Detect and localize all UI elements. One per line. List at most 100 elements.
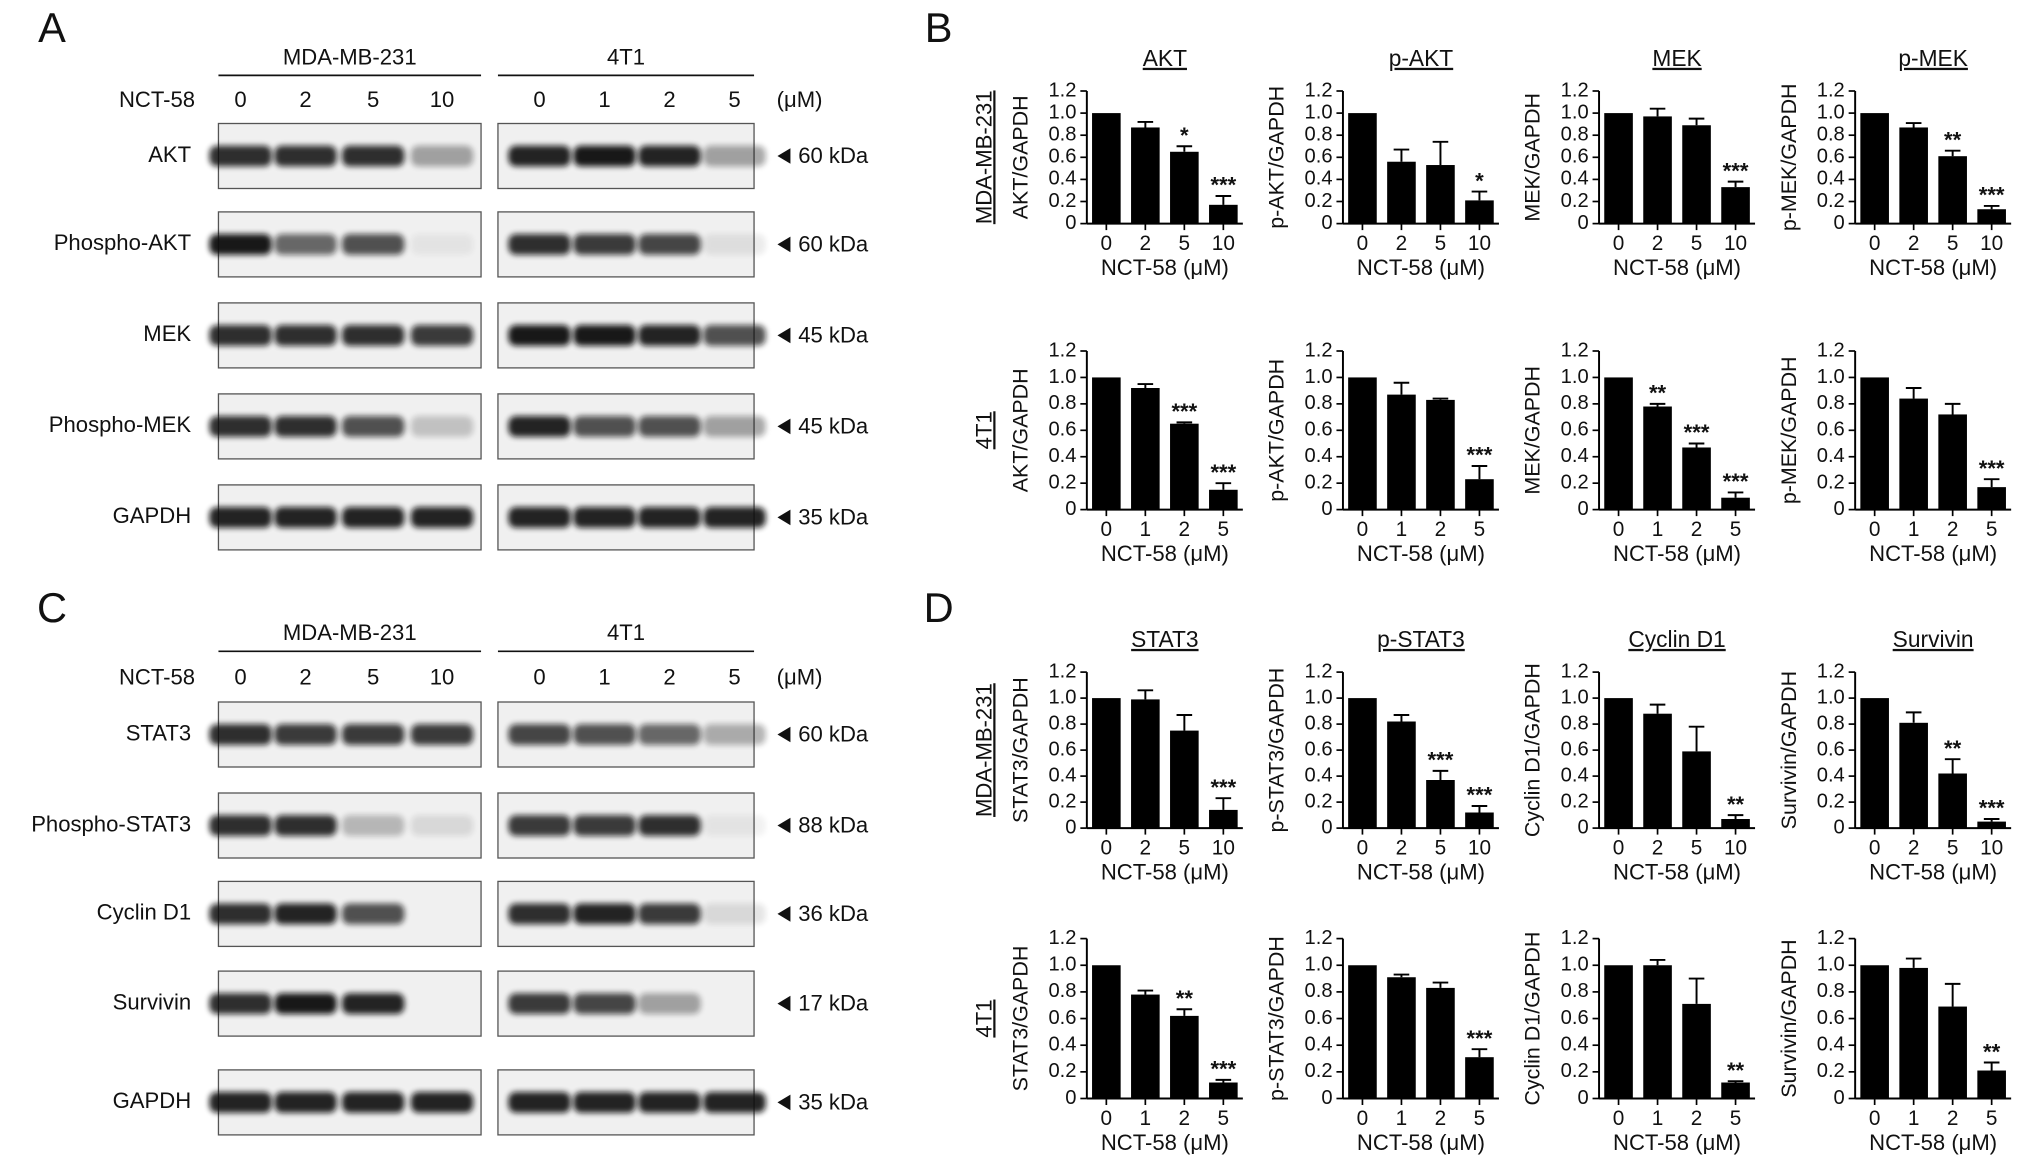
chart-title: p-MEK	[1898, 45, 1968, 71]
bar	[1682, 1003, 1711, 1099]
x-tick-label: 2	[1396, 232, 1408, 255]
bar	[1938, 1006, 1967, 1099]
y-tick-label: 0	[1834, 498, 1845, 520]
y-tick-label: 0.2	[1817, 471, 1845, 493]
x-axis-label: NCT-58 (μM)	[1357, 1130, 1485, 1155]
dose-unit: (μM)	[777, 664, 823, 689]
bar	[1604, 377, 1633, 510]
y-tick-label: 1.0	[1305, 954, 1333, 976]
y-tick-label: 0	[1321, 212, 1332, 234]
bar-chart: 0 0.2 0.4 0.6 0.8 1.0 1.2 0 1 2 5 ** NCT-58 (μM) Cycl…	[1521, 927, 1756, 1155]
x-axis-label: NCT-58 (μM)	[1613, 859, 1741, 884]
blot-row-label: Phospho-STAT3	[31, 811, 191, 836]
blot-band	[341, 234, 405, 255]
y-tick-label: 1.2	[1048, 660, 1076, 682]
y-axis-label: MEK/GAPDH	[1521, 93, 1545, 222]
x-tick-label: 1	[1396, 1107, 1408, 1130]
x-tick-label: 1	[1652, 1107, 1664, 1130]
blot-band	[274, 1092, 337, 1113]
x-tick-label: 0	[1357, 836, 1369, 859]
panel-letter: C	[37, 584, 67, 631]
blot-band	[410, 145, 474, 167]
blot-band	[274, 993, 337, 1014]
dose-label: 10	[430, 87, 455, 112]
blot-band	[573, 815, 636, 836]
y-tick-label: 1.2	[1305, 339, 1333, 361]
x-tick-label: 2	[1179, 518, 1191, 541]
chart-title: MEK	[1652, 45, 1701, 71]
blot-band	[703, 416, 766, 437]
blot-band	[703, 903, 766, 925]
bar-chart: 00.20.40.60.81.01.20 2 5 10*NCT-58 (μM)p-AK…	[1265, 45, 1499, 280]
bar-chart: 00.20.40.60.81.01.20 2 5 10***NCT-58 (μM)ME…	[1521, 45, 1756, 280]
bar	[1899, 398, 1928, 510]
bar	[1643, 713, 1672, 829]
blot-band	[209, 903, 272, 925]
bar	[1170, 151, 1199, 224]
x-tick-label: 5	[1218, 518, 1230, 541]
blot-band	[508, 234, 571, 255]
error-bar	[1944, 149, 1961, 157]
y-tick-label: 0.4	[1048, 764, 1076, 786]
x-tick-label: 1	[1140, 1107, 1152, 1130]
error-bar	[1176, 421, 1193, 424]
x-tick-label: 2	[1908, 232, 1920, 255]
blot-band	[703, 815, 766, 836]
y-tick-label: 1.2	[1305, 660, 1333, 682]
blot-band	[274, 507, 337, 528]
bar-chart: 0 0.2 0.4 0.6 0.8 1.0 1.2 0 2 5 ** 10 *** NCT-58 (μM)…	[1777, 626, 2012, 884]
x-tick-label: 2	[1396, 836, 1408, 859]
blot-band	[703, 234, 766, 255]
error-bar	[1471, 465, 1488, 480]
significance-label: ***	[1684, 420, 1710, 445]
size-arrow	[777, 995, 791, 1012]
x-tick-label: 5	[1474, 1107, 1486, 1130]
x-tick-label: 1	[1140, 518, 1152, 541]
x-axis-label: NCT-58 (μM)	[1101, 541, 1229, 566]
error-bar	[1649, 107, 1666, 117]
size-label: 35 kDa	[798, 1090, 869, 1115]
bar	[1465, 1057, 1494, 1099]
y-tick-label: 0.4	[1305, 764, 1333, 786]
bar	[1092, 377, 1121, 510]
y-tick-label: 0	[1577, 498, 1588, 520]
blot-band	[274, 815, 337, 836]
y-tick-label: 0.2	[1561, 471, 1589, 493]
y-tick-label: 0.6	[1048, 419, 1076, 441]
y-tick-label: 0.2	[1305, 471, 1333, 493]
blot-band	[508, 815, 571, 836]
blot-band	[274, 416, 337, 437]
x-tick-label: 0	[1613, 232, 1625, 255]
y-tick-label: 0.8	[1561, 712, 1589, 734]
significance-label: ***	[1979, 796, 2005, 821]
blot-band	[274, 234, 337, 255]
y-tick-label: 0.8	[1817, 392, 1845, 414]
size-label: 88 kDa	[798, 813, 869, 838]
x-tick-label: 10	[1468, 232, 1491, 255]
blot-band	[274, 145, 337, 167]
y-tick-label: 1.0	[1048, 366, 1076, 388]
error-bar	[1983, 818, 2000, 822]
blot-band	[638, 507, 701, 528]
y-tick-label: 0.6	[1305, 738, 1333, 760]
error-bar	[1649, 402, 1666, 407]
x-axis-label: NCT-58 (μM)	[1357, 541, 1485, 566]
blot-row-label: Survivin	[113, 989, 192, 1014]
bar	[1643, 116, 1672, 224]
x-tick-label: 2	[1691, 1107, 1703, 1130]
significance-label: ***	[1467, 1026, 1493, 1051]
x-tick-label: 2	[1691, 518, 1703, 541]
bar	[1092, 113, 1121, 224]
y-tick-label: 1.2	[1561, 339, 1589, 361]
significance-label: **	[1727, 792, 1745, 817]
error-bar	[1393, 973, 1410, 978]
bar	[1643, 406, 1672, 510]
error-bar	[1137, 383, 1154, 389]
bar	[1209, 204, 1238, 224]
y-tick-label: 0	[1834, 212, 1845, 234]
error-bar	[1176, 1008, 1193, 1016]
blot-row-label: Phospho-AKT	[54, 230, 191, 255]
x-tick-label: 0	[1101, 836, 1113, 859]
x-tick-label: 2	[1435, 518, 1447, 541]
error-bar	[1727, 180, 1744, 188]
